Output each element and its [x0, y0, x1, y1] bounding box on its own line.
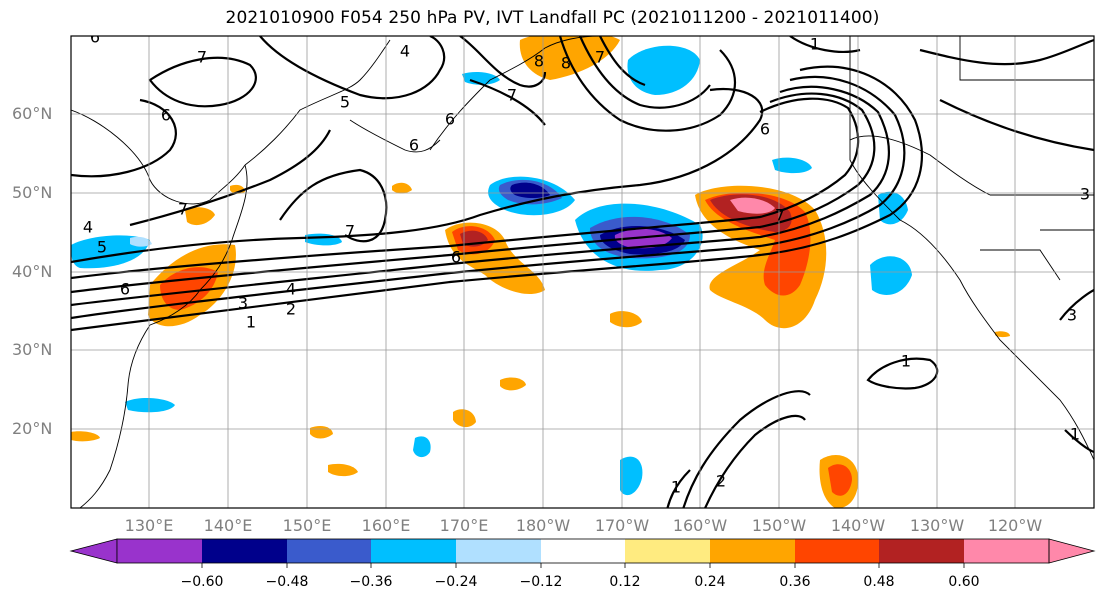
lon-label: 140°W — [830, 516, 886, 535]
contour-label: 1 — [246, 313, 256, 332]
colorbar-extend-low — [69, 538, 118, 564]
contour-label: 1 — [810, 35, 820, 54]
colorbar-bin — [795, 539, 879, 563]
contour-label: 6 — [451, 248, 461, 267]
coastlines — [71, 36, 1094, 508]
graticule — [71, 36, 1094, 508]
contour-label: 2 — [286, 300, 296, 319]
lon-label: 150°W — [751, 516, 807, 535]
colorbar-tick-label: −0.48 — [265, 574, 309, 590]
colorbar-bin — [202, 539, 287, 563]
contour-labels: 6 7 4 7 5 6 6 7 6 6 1 7 7 5 4 6 6 3 4 2 … — [83, 28, 1090, 497]
contour-label: 1 — [671, 478, 681, 497]
colorbar-bin — [964, 539, 1049, 563]
lon-label: 150°E — [282, 516, 332, 535]
colorbar-bin — [371, 539, 456, 563]
contour-label: 4 — [286, 280, 296, 299]
colorbar-bin — [541, 539, 625, 563]
contour-label: 4 — [83, 218, 93, 237]
contour-label: 7 — [197, 48, 207, 67]
contour-label: 6 — [760, 120, 770, 139]
colorbar-tick-label: 0.24 — [694, 574, 726, 590]
colorbar-tick-label: −0.24 — [434, 574, 478, 590]
contour-label: 1 — [1070, 425, 1080, 444]
contour-label: 4 — [400, 42, 410, 61]
contour-label: 1 — [901, 352, 911, 371]
contour-label: 6 — [409, 136, 419, 155]
contour-label: 2 — [716, 472, 726, 491]
colorbar — [69, 538, 1096, 568]
pv-contours — [71, 36, 1094, 508]
lon-label: 130°W — [909, 516, 965, 535]
contour-label: 3 — [1080, 185, 1090, 204]
lon-label: 180°W — [515, 516, 571, 535]
colorbar-bin — [117, 539, 202, 563]
colorbar-tick-label: −0.12 — [519, 574, 563, 590]
positive-anomaly-fills — [71, 36, 1010, 508]
contour-label: 3 — [238, 294, 248, 313]
contour-label: 7 — [775, 206, 785, 225]
contour-label: 6 — [120, 280, 130, 299]
lon-label: 140°E — [203, 516, 253, 535]
contour-label: 5 — [340, 93, 350, 112]
lat-label: 50°N — [12, 183, 53, 202]
lat-label: 60°N — [12, 104, 53, 123]
colorbar-bin — [287, 539, 371, 563]
colorbar-tick-label: −0.60 — [180, 574, 224, 590]
lon-label: 160°W — [672, 516, 728, 535]
colorbar-tick-label: −0.36 — [349, 574, 393, 590]
lat-label: 40°N — [12, 262, 53, 281]
lon-label: 120°W — [987, 516, 1043, 535]
lon-label: 130°E — [124, 516, 174, 535]
colorbar-bin — [710, 539, 795, 563]
colorbar-tick-label: 0.36 — [779, 574, 811, 590]
colorbar-tick-label: 0.12 — [609, 574, 641, 590]
lon-label: 170°E — [439, 516, 489, 535]
colorbar-extend-high — [1048, 538, 1096, 564]
map-frame — [70, 35, 1095, 509]
contour-label: 7 — [507, 86, 517, 105]
map-title: 2021010900 F054 250 hPa PV, IVT Landfall… — [225, 8, 880, 28]
lon-label: 170°W — [594, 516, 650, 535]
lat-label: 20°N — [12, 419, 53, 438]
colorbar-bin — [456, 539, 541, 563]
colorbar-bin — [879, 539, 964, 563]
contour-label: 7 — [345, 222, 355, 241]
colorbar-tick-label: 0.60 — [948, 574, 980, 590]
contour-label: 8 — [561, 54, 571, 73]
colorbar-tick-label: 0.48 — [863, 574, 895, 590]
contour-label: 3 — [1067, 306, 1077, 325]
contour-label: 5 — [97, 238, 107, 257]
contour-label: 6 — [161, 106, 171, 125]
contour-label: 7 — [595, 48, 605, 67]
contour-label: 6 — [445, 110, 455, 129]
lon-label: 160°E — [361, 516, 411, 535]
colorbar-bin — [625, 539, 710, 563]
lat-label: 30°N — [12, 340, 53, 359]
contour-label: 8 — [534, 52, 544, 71]
contour-label: 7 — [178, 200, 188, 219]
contour-label: 6 — [90, 28, 100, 47]
